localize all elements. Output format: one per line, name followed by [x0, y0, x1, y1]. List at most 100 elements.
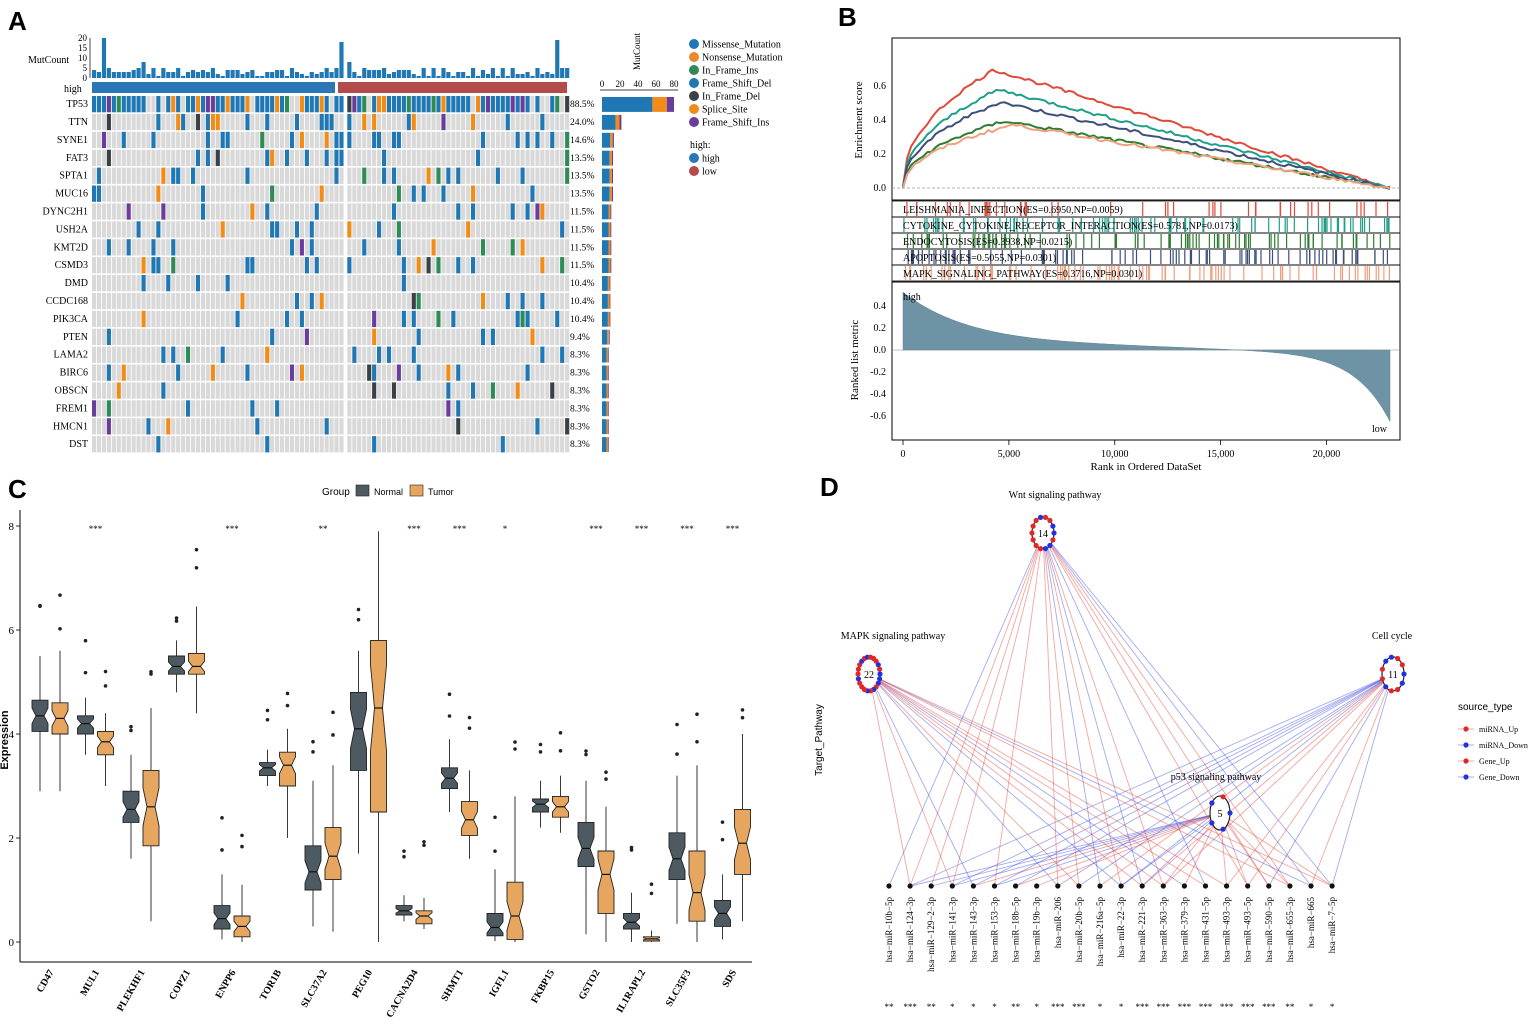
oncoplot-cell [461, 131, 466, 149]
oncoplot-cell [111, 346, 116, 363]
mirna-node [1181, 883, 1187, 889]
gsea-hit [946, 234, 948, 248]
gsea-hit [1284, 218, 1286, 232]
gsea-hit [1138, 266, 1140, 280]
oncoplot-cell [181, 185, 186, 202]
oncoplot-cell [260, 418, 265, 435]
oncoplot-cell [225, 131, 230, 149]
gsea-hit [907, 250, 909, 264]
oncoplot-cell [270, 436, 275, 453]
gsea-hit [1220, 266, 1222, 280]
oncoplot-cell [386, 364, 392, 381]
oncoplot-cell [101, 96, 107, 113]
oncoplot-cell [195, 257, 201, 274]
box-outlier [467, 715, 472, 720]
oncoplot-cell [480, 364, 486, 381]
oncoplot-cell [136, 328, 141, 345]
oncoplot-cell [406, 382, 411, 399]
mutcount-bar [565, 68, 570, 78]
oncoplot-cell [391, 239, 397, 256]
oncoplot-cell [195, 113, 201, 131]
oncoplot-cell [555, 257, 560, 274]
oncoplot-cell [265, 185, 270, 202]
oncoplot-cell [304, 346, 309, 363]
oncoplot-cell [136, 346, 141, 363]
oncoplot-cell [156, 436, 161, 453]
gene-mutcount-bar [607, 329, 609, 345]
gsea-hit [1298, 266, 1300, 280]
box-outlier [194, 565, 199, 570]
box-outlier [584, 749, 588, 753]
gene-mutcount-bar [608, 437, 609, 452]
oncoplot-cell [377, 436, 382, 453]
gsea-hit [1105, 266, 1107, 280]
gsea-hit [1043, 250, 1045, 264]
mutcount-bar [215, 74, 220, 78]
oncoplot-cell [171, 400, 176, 417]
oncoplot-cell [490, 113, 495, 131]
oncoplot-cell [372, 185, 377, 202]
box-body [168, 655, 185, 675]
oncoplot-cell [560, 221, 565, 238]
oncoplot-cell [426, 364, 431, 381]
oncoplot-cell [480, 436, 486, 453]
boxplot-sig: * [503, 524, 508, 534]
mirna-sig: ** [885, 1002, 895, 1012]
side-tick: 60 [652, 79, 662, 89]
oncoplot-cell [131, 292, 136, 310]
oncoplot-cell [294, 167, 300, 184]
gsea-hit [1199, 266, 1201, 280]
network-mirnas: hsa−miR−10b−5p**hsa−miR−124−3p***hsa−miR… [884, 883, 1337, 1012]
legend-label: high [702, 154, 720, 165]
oncoplot-cell [391, 436, 397, 453]
oncoplot-cell [386, 400, 392, 417]
oncoplot-cell [456, 382, 461, 399]
gsea-hit [1173, 202, 1175, 216]
oncoplot-cell [275, 203, 280, 220]
oncoplot-cell [367, 436, 372, 453]
oncoplot-cell [485, 203, 491, 220]
gsea-hit [1341, 266, 1344, 280]
oncoplot-cell [515, 131, 520, 149]
oncoplot-cell [294, 346, 300, 363]
gene-percent: 8.3% [570, 351, 590, 361]
oncoplot-cell [260, 436, 265, 453]
oncoplot-cell [111, 203, 116, 220]
oncoplot-cell [495, 113, 500, 131]
oncoplot-cell [391, 292, 397, 310]
mutcount-bar [205, 72, 210, 78]
oncoplot-cell [171, 113, 176, 131]
oncoplot-cell [235, 275, 240, 292]
oncoplot-cell [436, 113, 441, 131]
oncoplot-cell [156, 418, 161, 435]
gene-dot [1047, 517, 1053, 524]
oncoplot-cell [215, 346, 220, 363]
gsea-hit [1206, 250, 1208, 264]
network-legend-dot [1463, 742, 1469, 748]
oncoplot-cell [195, 436, 201, 453]
oncoplot-cell [362, 113, 367, 131]
oncoplot-cell [111, 364, 116, 381]
oncoplot-cell [285, 239, 290, 256]
oncoplot-cell [126, 310, 131, 328]
oncoplot-cell [225, 113, 230, 131]
gene-dot [1209, 820, 1215, 826]
oncoplot-cell [191, 275, 196, 292]
oncoplot-cell [555, 203, 560, 220]
gsea-hit [1223, 250, 1225, 264]
oncoplot-cell [416, 346, 421, 363]
oncoplot-cell [225, 275, 230, 292]
legend-dot [689, 153, 699, 163]
oncoplot-cell [151, 221, 156, 238]
oncoplot-cell [225, 418, 230, 435]
oncoplot-cell [275, 149, 280, 166]
pathway-label: MAPK signaling pathway [841, 631, 945, 642]
gsea-hit [1013, 218, 1016, 232]
oncoplot-cell [555, 131, 560, 149]
oncoplot-cell [382, 418, 387, 435]
oncoplot-cell [255, 185, 260, 202]
oncoplot-cell [471, 292, 476, 310]
oncoplot-cell [141, 239, 146, 256]
oncoplot-cell [500, 257, 505, 274]
